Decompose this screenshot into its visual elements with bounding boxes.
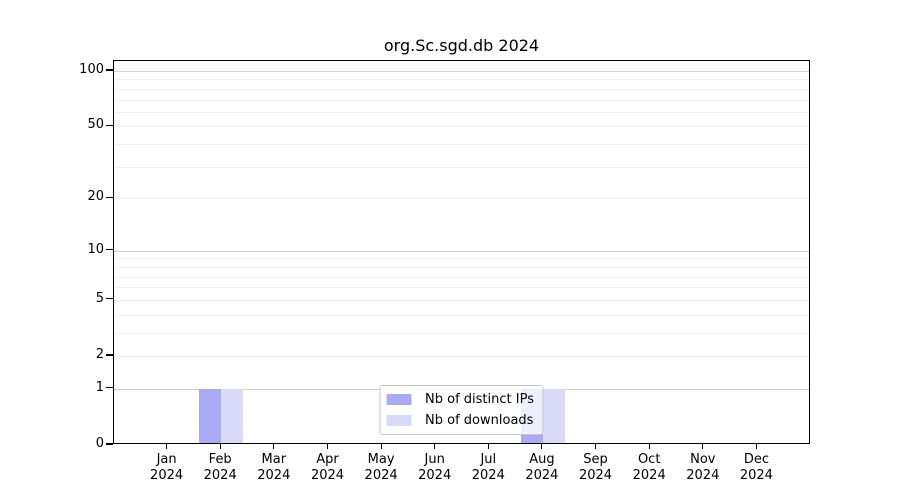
- minor-gridline: [114, 166, 809, 168]
- x-axis-label: Aug 2024: [507, 452, 577, 484]
- x-tick-mark: [326, 444, 329, 449]
- sub-gridline: [114, 198, 809, 200]
- x-axis-month-label: Jun: [424, 452, 445, 467]
- x-tick-mark: [487, 444, 489, 449]
- plot-area: Nb of distinct IPs Nb of downloads: [113, 60, 810, 444]
- y-tick-mark: [106, 124, 113, 126]
- x-axis-label: Apr 2024: [293, 452, 363, 484]
- y-axis-tick-label: 20: [87, 189, 104, 205]
- minor-gridline: [114, 258, 809, 260]
- x-axis-label: Oct 2024: [614, 452, 684, 484]
- x-axis-month-label: Nov: [690, 452, 716, 467]
- y-tick-mark: [106, 196, 113, 198]
- y-tick-mark: [106, 298, 113, 300]
- x-axis-label: Feb 2024: [185, 452, 255, 484]
- sub-gridline: [114, 299, 809, 301]
- x-axis-label: May 2024: [346, 452, 416, 484]
- x-axis-year-label: 2024: [418, 468, 452, 483]
- y-tick-mark: [106, 249, 113, 251]
- x-tick-mark: [219, 444, 221, 449]
- x-axis-label: Mar 2024: [239, 452, 309, 484]
- x-axis-year-label: 2024: [310, 468, 345, 483]
- x-axis-label: Nov 2024: [668, 452, 738, 484]
- x-axis-year-label: 2024: [632, 468, 666, 483]
- bar-downloads: [221, 388, 244, 443]
- legend: Nb of distinct IPs Nb of downloads: [379, 385, 544, 435]
- minor-gridline: [114, 314, 809, 316]
- y-tick-mark: [106, 354, 113, 356]
- legend-item-distinct-ips: Nb of distinct IPs: [386, 392, 534, 407]
- x-axis-month-label: Mar: [261, 452, 287, 467]
- x-tick-mark: [434, 444, 436, 449]
- y-tick-mark: [106, 443, 113, 445]
- x-tick-mark: [541, 444, 543, 449]
- minor-gridline: [114, 144, 809, 146]
- sub-gridline: [114, 356, 809, 357]
- legend-swatch-distinct-ips: [386, 394, 412, 405]
- y-axis-tick-label: 100: [79, 62, 104, 77]
- x-axis-label: Jun 2024: [400, 452, 470, 484]
- chart-title: org.Sc.sgd.db 2024: [383, 36, 540, 55]
- x-axis-year-label: 2024: [686, 468, 720, 483]
- x-axis-year-label: 2024: [364, 468, 398, 483]
- x-tick-mark: [166, 444, 168, 449]
- x-axis-year-label: 2024: [739, 468, 773, 483]
- y-axis-tick-label: 10: [87, 241, 104, 257]
- x-axis-year-label: 2024: [203, 468, 237, 483]
- y-axis-tick-label: 50: [87, 117, 104, 133]
- x-axis-year-label: 2024: [525, 468, 559, 483]
- x-tick-mark: [648, 444, 650, 449]
- y-axis-tick-label: 0: [95, 436, 104, 451]
- x-axis-month-label: Aug: [529, 452, 555, 467]
- legend-item-downloads: Nb of downloads: [386, 413, 534, 428]
- y-axis-tick-label: 5: [95, 290, 104, 306]
- bar-distinct-ips: [199, 388, 222, 443]
- x-axis-year-label: 2024: [471, 468, 505, 483]
- x-axis-label: Jul 2024: [453, 452, 523, 484]
- x-axis-month-label: Feb: [208, 452, 232, 467]
- y-axis-tick-label: 2: [95, 347, 104, 362]
- x-tick-mark: [380, 444, 382, 449]
- minor-gridline: [114, 287, 809, 289]
- x-tick-mark: [755, 444, 757, 449]
- bar-downloads: [542, 388, 565, 443]
- x-axis-year-label: 2024: [257, 468, 291, 483]
- minor-gridline: [114, 99, 809, 101]
- x-axis-month-label: Dec: [743, 452, 769, 467]
- x-axis-month-label: Apr: [316, 452, 339, 467]
- minor-gridline: [114, 266, 809, 268]
- x-tick-mark: [702, 444, 704, 449]
- minor-gridline: [114, 276, 809, 278]
- x-axis-month-label: Sep: [583, 452, 608, 467]
- x-axis-label: Sep 2024: [561, 452, 631, 484]
- x-axis-label: Dec 2024: [721, 452, 791, 484]
- x-axis-month-label: Jan: [156, 452, 177, 467]
- major-gridline: [114, 250, 809, 252]
- x-axis-year-label: 2024: [150, 468, 184, 483]
- x-tick-mark: [273, 444, 275, 449]
- major-gridline: [114, 71, 809, 72]
- y-tick-mark: [106, 69, 113, 71]
- sub-gridline: [114, 126, 809, 128]
- minor-gridline: [114, 88, 809, 90]
- x-axis-label: Jan 2024: [132, 452, 202, 484]
- y-axis-tick-label: 1: [95, 379, 104, 395]
- x-axis-year-label: 2024: [578, 468, 613, 483]
- minor-gridline: [114, 111, 809, 113]
- legend-label-distinct-ips: Nb of distinct IPs: [425, 392, 534, 407]
- legend-swatch-downloads: [386, 415, 412, 426]
- minor-gridline: [114, 79, 809, 81]
- legend-label-downloads: Nb of downloads: [425, 413, 534, 428]
- minor-gridline: [114, 332, 809, 334]
- x-axis-month-label: Oct: [637, 452, 661, 467]
- x-axis-month-label: Jul: [480, 452, 497, 467]
- y-tick-mark: [106, 387, 113, 389]
- x-tick-mark: [594, 444, 597, 449]
- x-axis-month-label: May: [367, 452, 395, 467]
